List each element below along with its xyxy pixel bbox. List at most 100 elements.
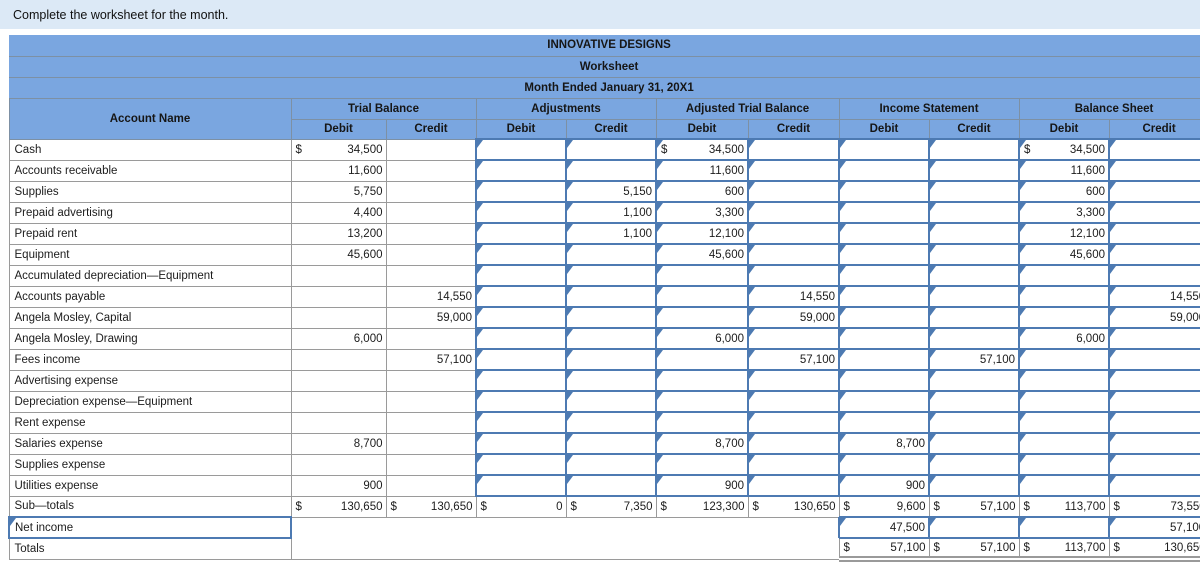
fees-income-adj-d-input[interactable]: [475, 348, 567, 371]
cash-bs-c-input[interactable]: [1107, 138, 1200, 161]
net-income-is-c-input[interactable]: [928, 516, 1020, 539]
accounts-payable-is-d-input[interactable]: [838, 285, 930, 308]
angela-mosley-drawing-is-d-input[interactable]: [838, 327, 930, 350]
rent-expense-bs-c-input[interactable]: [1107, 411, 1200, 434]
angela-mosley-drawing-bs-c-input[interactable]: [1107, 327, 1200, 350]
supplies-atb-c-input[interactable]: [747, 180, 840, 203]
angela-mosley-capital-atb-d-input[interactable]: [655, 306, 749, 329]
prepaid-advertising-atb-c-input[interactable]: [747, 201, 840, 224]
fees-income-is-d-input[interactable]: [838, 348, 930, 371]
salaries-expense-atb-d-input[interactable]: 8,700: [655, 432, 749, 455]
accumulated-depreciation-equipment-adj-d-input[interactable]: [475, 264, 567, 287]
accounts-payable-adj-c-input[interactable]: [565, 285, 657, 308]
fees-income-bs-d-input[interactable]: [1018, 348, 1110, 371]
prepaid-advertising-bs-d-input[interactable]: 3,300: [1018, 201, 1110, 224]
accumulated-depreciation-equipment-is-c-input[interactable]: [928, 264, 1020, 287]
supplies-expense-adj-d-input[interactable]: [475, 453, 567, 476]
net-income-bs-c-input[interactable]: 57,100: [1107, 516, 1200, 539]
advertising-expense-bs-c-input[interactable]: [1107, 369, 1200, 392]
advertising-expense-adj-c-input[interactable]: [565, 369, 657, 392]
utilities-expense-adj-c-input[interactable]: [565, 474, 657, 497]
equipment-adj-c-input[interactable]: [565, 243, 657, 266]
fees-income-atb-c-input[interactable]: 57,100: [747, 348, 840, 371]
angela-mosley-capital-atb-c-input[interactable]: 59,000: [747, 306, 840, 329]
rent-expense-is-d-input[interactable]: [838, 411, 930, 434]
accumulated-depreciation-equipment-is-d-input[interactable]: [838, 264, 930, 287]
prepaid-advertising-is-d-input[interactable]: [838, 201, 930, 224]
rent-expense-adj-c-input[interactable]: [565, 411, 657, 434]
depreciation-expense-equipment-is-c-input[interactable]: [928, 390, 1020, 413]
salaries-expense-bs-d-input[interactable]: [1018, 432, 1110, 455]
fees-income-is-c-input[interactable]: 57,100: [928, 348, 1020, 371]
advertising-expense-bs-d-input[interactable]: [1018, 369, 1110, 392]
equipment-bs-c-input[interactable]: [1107, 243, 1200, 266]
equipment-is-c-input[interactable]: [928, 243, 1020, 266]
prepaid-rent-atb-d-input[interactable]: 12,100: [655, 222, 749, 245]
prepaid-rent-atb-c-input[interactable]: [747, 222, 840, 245]
angela-mosley-drawing-atb-d-input[interactable]: 6,000: [655, 327, 749, 350]
rent-expense-bs-d-input[interactable]: [1018, 411, 1110, 434]
cash-adj-c-input[interactable]: [565, 138, 657, 161]
accumulated-depreciation-equipment-adj-c-input[interactable]: [565, 264, 657, 287]
accumulated-depreciation-equipment-atb-d-input[interactable]: [655, 264, 749, 287]
supplies-adj-d-input[interactable]: [475, 180, 567, 203]
utilities-expense-is-c-input[interactable]: [928, 474, 1020, 497]
accounts-receivable-bs-c-input[interactable]: [1107, 159, 1200, 182]
supplies-expense-is-d-input[interactable]: [838, 453, 930, 476]
angela-mosley-capital-bs-d-input[interactable]: [1018, 306, 1110, 329]
accounts-receivable-bs-d-input[interactable]: 11,600: [1018, 159, 1110, 182]
cash-atb-c-input[interactable]: [747, 138, 840, 161]
supplies-bs-c-input[interactable]: [1107, 180, 1200, 203]
cash-is-d-input[interactable]: [838, 138, 930, 161]
salaries-expense-adj-c-input[interactable]: [565, 432, 657, 455]
advertising-expense-is-c-input[interactable]: [928, 369, 1020, 392]
accumulated-depreciation-equipment-bs-d-input[interactable]: [1018, 264, 1110, 287]
angela-mosley-capital-adj-d-input[interactable]: [475, 306, 567, 329]
accounts-receivable-adj-d-input[interactable]: [475, 159, 567, 182]
supplies-expense-is-c-input[interactable]: [928, 453, 1020, 476]
depreciation-expense-equipment-atb-c-input[interactable]: [747, 390, 840, 413]
advertising-expense-is-d-input[interactable]: [838, 369, 930, 392]
supplies-expense-atb-d-input[interactable]: [655, 453, 749, 476]
rent-expense-atb-d-input[interactable]: [655, 411, 749, 434]
accounts-payable-atb-d-input[interactable]: [655, 285, 749, 308]
salaries-expense-adj-d-input[interactable]: [475, 432, 567, 455]
fees-income-atb-d-input[interactable]: [655, 348, 749, 371]
supplies-is-c-input[interactable]: [928, 180, 1020, 203]
supplies-atb-d-input[interactable]: 600: [655, 180, 749, 203]
advertising-expense-atb-d-input[interactable]: [655, 369, 749, 392]
prepaid-rent-is-c-input[interactable]: [928, 222, 1020, 245]
accounts-payable-is-c-input[interactable]: [928, 285, 1020, 308]
cash-atb-d-input[interactable]: $34,500: [655, 138, 749, 161]
equipment-bs-d-input[interactable]: 45,600: [1018, 243, 1110, 266]
prepaid-rent-bs-d-input[interactable]: 12,100: [1018, 222, 1110, 245]
supplies-is-d-input[interactable]: [838, 180, 930, 203]
cash-bs-d-input[interactable]: $34,500: [1018, 138, 1110, 161]
net-income-is-d-input[interactable]: 47,500: [838, 516, 930, 539]
angela-mosley-drawing-is-c-input[interactable]: [928, 327, 1020, 350]
angela-mosley-drawing-atb-c-input[interactable]: [747, 327, 840, 350]
utilities-expense-bs-c-input[interactable]: [1107, 474, 1200, 497]
supplies-expense-atb-c-input[interactable]: [747, 453, 840, 476]
depreciation-expense-equipment-atb-d-input[interactable]: [655, 390, 749, 413]
supplies-adj-c-input[interactable]: 5,150: [565, 180, 657, 203]
angela-mosley-drawing-adj-c-input[interactable]: [565, 327, 657, 350]
accounts-receivable-adj-c-input[interactable]: [565, 159, 657, 182]
depreciation-expense-equipment-bs-c-input[interactable]: [1107, 390, 1200, 413]
salaries-expense-is-d-input[interactable]: 8,700: [838, 432, 930, 455]
supplies-expense-bs-c-input[interactable]: [1107, 453, 1200, 476]
fees-income-adj-c-input[interactable]: [565, 348, 657, 371]
advertising-expense-adj-d-input[interactable]: [475, 369, 567, 392]
accounts-receivable-is-d-input[interactable]: [838, 159, 930, 182]
supplies-expense-adj-c-input[interactable]: [565, 453, 657, 476]
cash-is-c-input[interactable]: [928, 138, 1020, 161]
prepaid-rent-bs-c-input[interactable]: [1107, 222, 1200, 245]
angela-mosley-drawing-bs-d-input[interactable]: 6,000: [1018, 327, 1110, 350]
accounts-payable-bs-c-input[interactable]: 14,550: [1107, 285, 1200, 308]
angela-mosley-capital-is-d-input[interactable]: [838, 306, 930, 329]
supplies-expense-bs-d-input[interactable]: [1018, 453, 1110, 476]
prepaid-rent-adj-c-input[interactable]: 1,100: [565, 222, 657, 245]
depreciation-expense-equipment-bs-d-input[interactable]: [1018, 390, 1110, 413]
rent-expense-is-c-input[interactable]: [928, 411, 1020, 434]
accounts-receivable-atb-c-input[interactable]: [747, 159, 840, 182]
